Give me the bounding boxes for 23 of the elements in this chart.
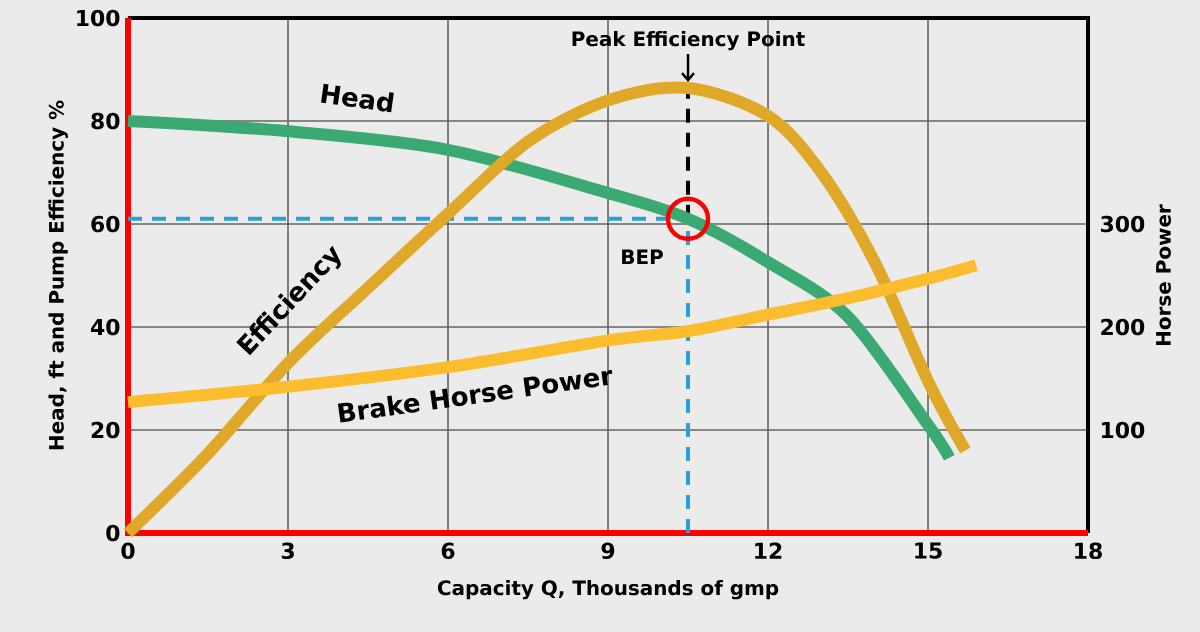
y-tick-label: 80 (91, 112, 120, 130)
x-tick-label: 3 (281, 542, 294, 560)
y-tick-label: 0 (106, 524, 120, 542)
x-tick-label: 9 (601, 542, 615, 560)
annotation: Peak Efficiency Point (572, 30, 805, 51)
y-tick-label: 60 (91, 215, 120, 233)
y-tick-label: 100 (77, 9, 120, 27)
y-tick-label: 20 (91, 421, 120, 439)
x-axis-title: Capacity Q, Thousands of gmp (437, 579, 779, 600)
text: Brake Horse Power (337, 369, 613, 423)
annotation: BEP (622, 249, 663, 265)
x-tick-label: 6 (441, 542, 455, 560)
y2-tick-label: 100 (1102, 421, 1145, 439)
x-tick-label: 12 (755, 542, 782, 559)
y2-axis-title: Horse Power (1156, 204, 1171, 345)
text: Head (321, 83, 394, 113)
x-tick-label: 15 (915, 542, 942, 559)
y2-tick-label: 300 (1101, 215, 1145, 233)
x-tick-label: 18 (1075, 542, 1102, 560)
y2-tick-label: 200 (1101, 318, 1145, 336)
y-tick-label: 40 (90, 318, 120, 336)
x-tick-label: 0 (121, 542, 135, 560)
y-axis-title: Head, ft and Pump Efficiency % (48, 100, 68, 450)
